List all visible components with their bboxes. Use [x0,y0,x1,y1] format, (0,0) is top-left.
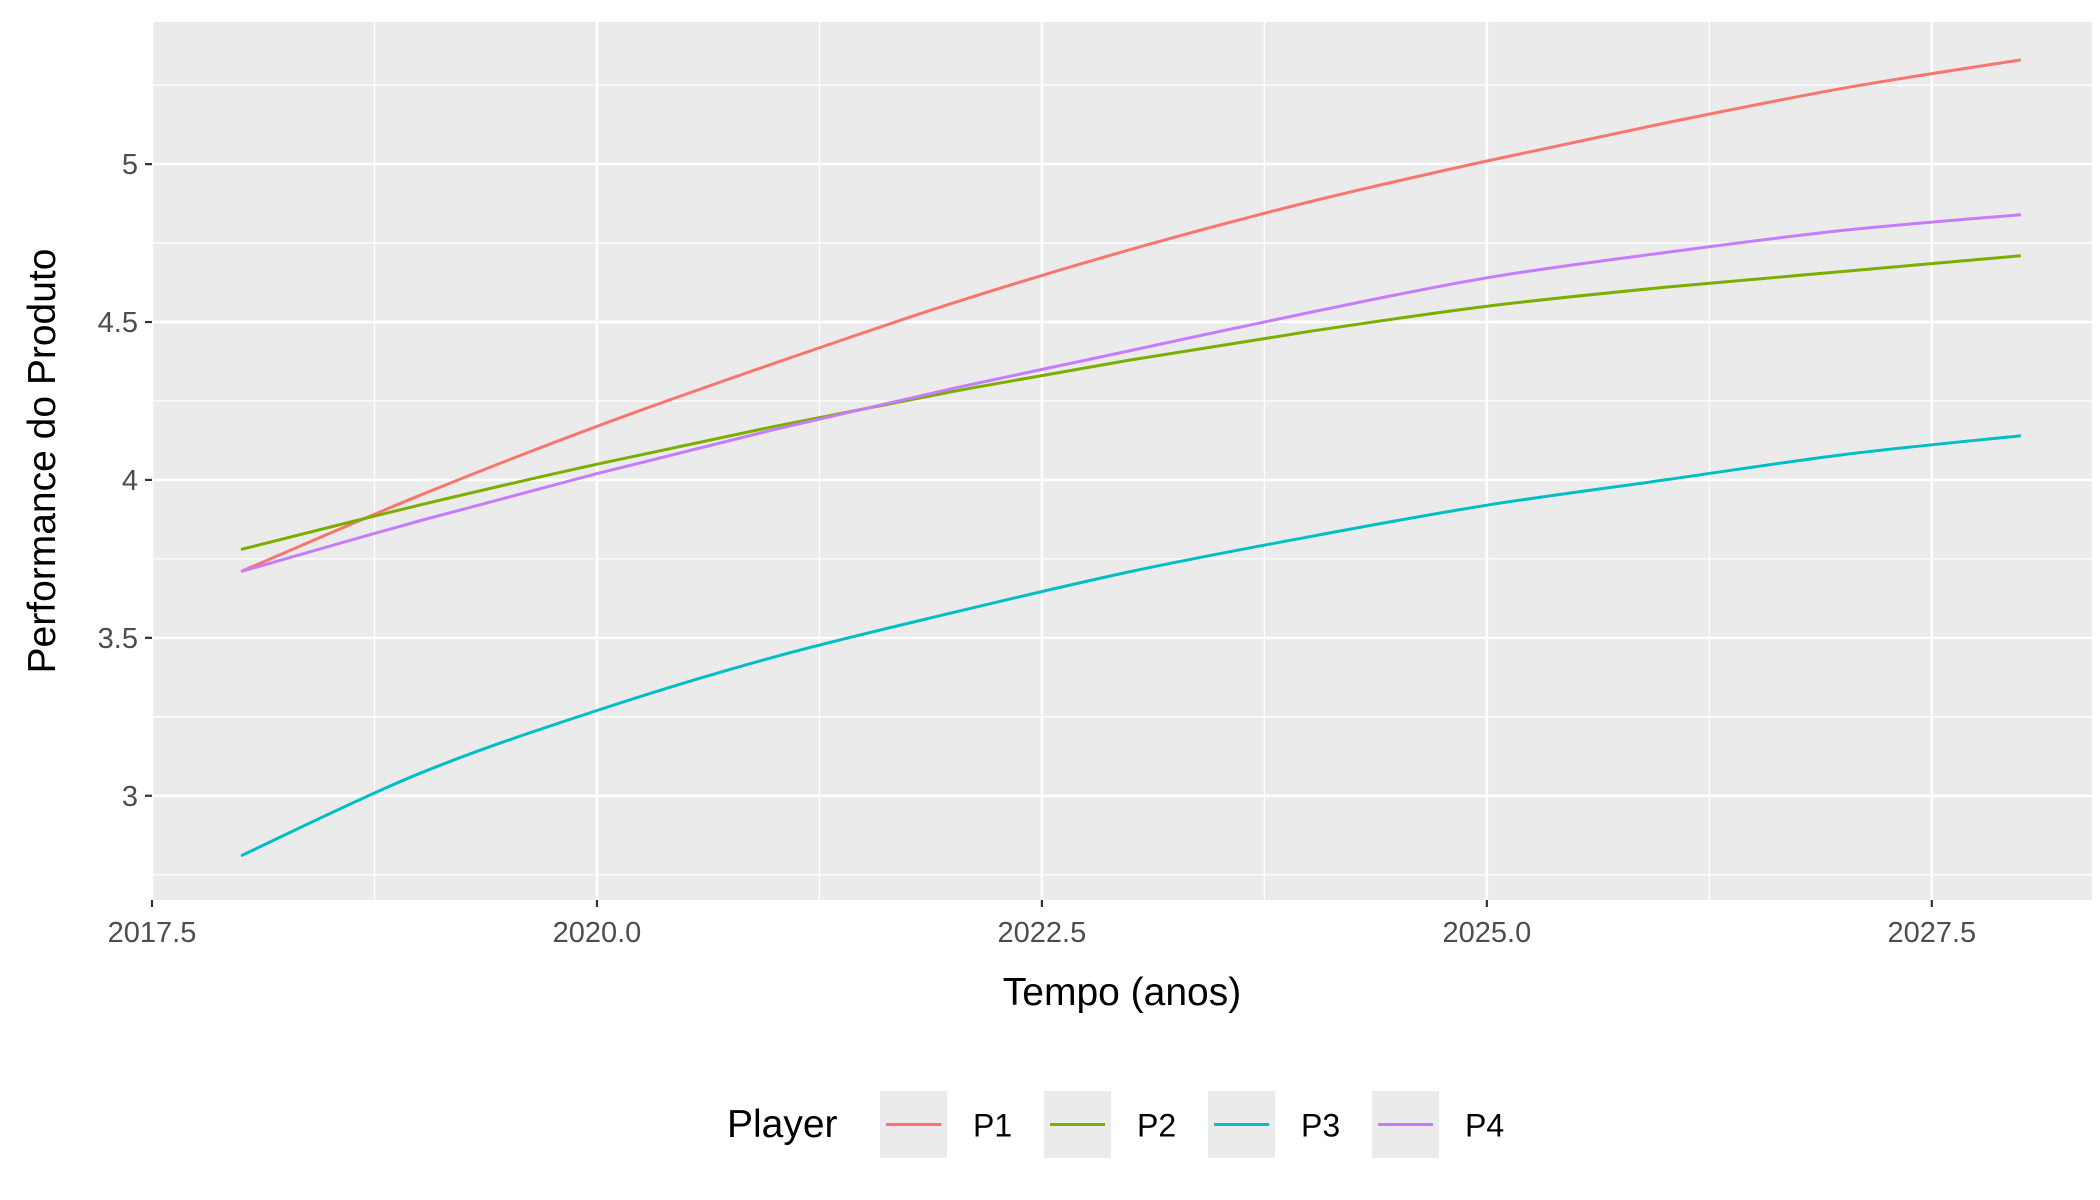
series-lines [240,58,2022,858]
y-tick-label: 4 [122,465,138,497]
y-axis: 3 3.5 4 4.5 5 [98,149,152,813]
panel-background [152,22,2092,900]
legend-label-p1: P1 [973,1108,1012,1144]
legend-label-p3: P3 [1301,1108,1340,1144]
series-line-p2 [240,254,2021,551]
x-axis-title: Tempo (anos) [1003,971,1241,1014]
x-tick-label: 2022.5 [998,917,1087,949]
x-axis: 2017.5 2020.0 2022.5 2025.0 2027.5 [108,900,1976,949]
minor-gridlines [152,22,2092,900]
major-gridlines [150,22,2092,900]
x-tick-label: 2025.0 [1443,917,1532,949]
x-tick-label: 2017.5 [108,917,197,949]
y-tick-label: 3.5 [98,623,138,655]
x-tick-label: 2027.5 [1887,917,1976,949]
x-tick-label: 2020.0 [553,917,642,949]
legend-label-p2: P2 [1137,1108,1176,1144]
y-tick-label: 5 [122,149,138,181]
legend-label-p4: P4 [1465,1108,1504,1144]
series-line-p4 [240,213,2021,573]
y-tick-label: 4.5 [98,307,138,339]
y-axis-title: Performance do Produto [21,249,64,674]
legend-title: Player [727,1103,838,1146]
series-line-p1 [240,58,2022,573]
y-tick-label: 3 [122,781,138,813]
series-line-p3 [240,434,2021,858]
legend: Player P1 P2 P3 P4 [727,1091,1504,1158]
